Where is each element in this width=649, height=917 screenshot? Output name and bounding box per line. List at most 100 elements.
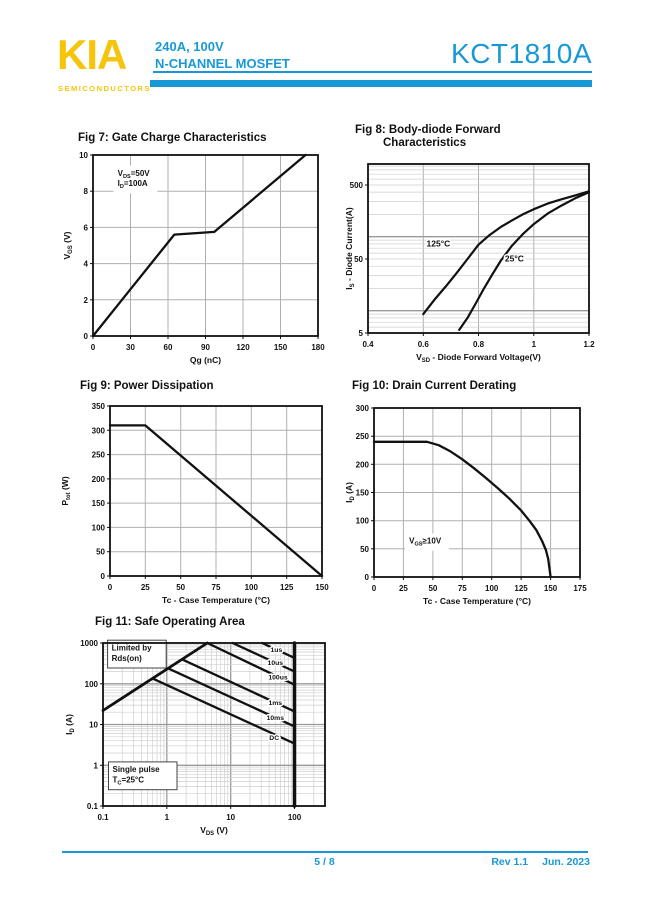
svg-text:VDS (V): VDS (V) bbox=[200, 825, 228, 837]
revision: Rev 1.1 bbox=[491, 856, 529, 868]
svg-text:0: 0 bbox=[108, 583, 113, 592]
svg-text:125: 125 bbox=[280, 583, 294, 592]
svg-text:100: 100 bbox=[356, 517, 370, 526]
fig8-plot: 125°C 25°C 0.4 0.6 0.8 1 1.2 5 50 500 VSD - Diode … bbox=[344, 156, 645, 373]
svg-text:100: 100 bbox=[92, 523, 106, 532]
svg-text:100: 100 bbox=[245, 583, 259, 592]
svg-text:50: 50 bbox=[428, 584, 437, 593]
svg-text:1000: 1000 bbox=[80, 639, 98, 648]
svg-text:0: 0 bbox=[91, 343, 96, 352]
page-number: 5 / 8 bbox=[314, 856, 335, 868]
device-rating: 240A, 100V bbox=[155, 39, 224, 54]
svg-text:100us: 100us bbox=[268, 674, 287, 681]
svg-text:25: 25 bbox=[399, 584, 408, 593]
fig10-title: Fig 10: Drain Current Derating bbox=[352, 380, 517, 392]
svg-text:200: 200 bbox=[92, 475, 106, 484]
svg-text:150: 150 bbox=[315, 583, 329, 592]
svg-text:50: 50 bbox=[354, 255, 363, 264]
svg-text:10: 10 bbox=[79, 152, 88, 160]
svg-text:0.8: 0.8 bbox=[473, 340, 485, 349]
svg-text:100: 100 bbox=[85, 680, 99, 689]
svg-text:300: 300 bbox=[356, 404, 370, 413]
svg-text:6: 6 bbox=[84, 223, 89, 232]
svg-text:10us: 10us bbox=[268, 660, 284, 667]
header-rule-thick bbox=[150, 80, 592, 87]
fig8-title-line2: Characteristics bbox=[383, 137, 467, 149]
svg-text:ID=100A: ID=100A bbox=[118, 179, 148, 190]
svg-text:ID (A): ID (A) bbox=[64, 714, 76, 735]
svg-text:100: 100 bbox=[485, 584, 499, 593]
svg-text:Qg (nC): Qg (nC) bbox=[190, 355, 221, 365]
svg-text:50: 50 bbox=[360, 545, 369, 554]
svg-text:ID (A): ID (A) bbox=[345, 482, 356, 503]
svg-text:0: 0 bbox=[365, 573, 370, 582]
svg-text:1: 1 bbox=[165, 813, 170, 822]
svg-text:Single pulse: Single pulse bbox=[113, 765, 161, 774]
svg-text:0: 0 bbox=[372, 584, 377, 593]
svg-text:0.1: 0.1 bbox=[97, 813, 109, 822]
svg-text:0.1: 0.1 bbox=[87, 802, 99, 811]
fig9-plot: 0 25 50 75 100 125 150 0 50 100 150 200 250 300 350 Tc … bbox=[60, 398, 350, 613]
part-number-title: KCT1810A bbox=[451, 38, 592, 69]
svg-text:0: 0 bbox=[84, 332, 89, 341]
svg-text:0.6: 0.6 bbox=[418, 340, 430, 349]
svg-text:125: 125 bbox=[514, 584, 528, 593]
svg-text:0.4: 0.4 bbox=[362, 340, 374, 349]
svg-text:75: 75 bbox=[212, 583, 221, 592]
svg-text:250: 250 bbox=[356, 432, 370, 441]
svg-text:120: 120 bbox=[236, 343, 250, 352]
svg-text:IS - Diode Current(A): IS - Diode Current(A) bbox=[345, 207, 356, 290]
svg-text:5: 5 bbox=[359, 329, 364, 338]
svg-text:1: 1 bbox=[532, 340, 537, 349]
device-subtitle: 240A, 100V N-CHANNEL MOSFET bbox=[155, 38, 290, 72]
header-rule-thin bbox=[153, 71, 592, 73]
svg-text:2: 2 bbox=[84, 296, 89, 305]
svg-text:Tc - Case Temperature (°C): Tc - Case Temperature (°C) bbox=[423, 596, 531, 606]
fig11-plot: Limited by Rds(on) Single pulse TC=25°C 1us 1… bbox=[60, 634, 350, 845]
fig10-plot: VGS≥10V 0 25 50 75 100 125 150 175 0 50 100 150 200 25… bbox=[344, 398, 645, 615]
svg-text:10ms: 10ms bbox=[267, 715, 285, 722]
svg-text:TC=25°C: TC=25°C bbox=[113, 776, 145, 787]
svg-text:Rds(on): Rds(on) bbox=[112, 654, 143, 663]
fig7-title: Fig 7: Gate Charge Characteristics bbox=[78, 132, 267, 144]
fig10-drain-derating-chart: Fig 10: Drain Current Derating VGS≥10V 0 2… bbox=[344, 380, 645, 608]
svg-text:350: 350 bbox=[92, 402, 106, 411]
fig8-body-diode-chart: Fig 8: Body-diode Forward Characteristic… bbox=[344, 124, 645, 368]
svg-text:500: 500 bbox=[350, 181, 364, 190]
svg-text:300: 300 bbox=[92, 426, 106, 435]
svg-text:200: 200 bbox=[356, 460, 370, 469]
kia-logo-subtext: SEMICONDUCTORS bbox=[58, 84, 151, 93]
svg-text:10: 10 bbox=[89, 721, 98, 730]
fig7-plot: VDS=50V ID=100A 0 30 60 90 120 150 180 0 2 4 6 8 10 Qg … bbox=[60, 151, 340, 373]
svg-text:1us: 1us bbox=[271, 647, 283, 654]
svg-text:VDS=50V: VDS=50V bbox=[118, 169, 151, 180]
svg-text:50: 50 bbox=[176, 583, 185, 592]
svg-text:25: 25 bbox=[141, 583, 150, 592]
device-type: N-CHANNEL MOSFET bbox=[155, 56, 290, 71]
svg-text:90: 90 bbox=[201, 343, 210, 352]
fig9-title: Fig 9: Power Dissipation bbox=[80, 380, 214, 392]
fig7-gate-charge-chart: Fig 7: Gate Charge Characteristics VDS=5… bbox=[60, 132, 340, 372]
svg-text:150: 150 bbox=[274, 343, 288, 352]
svg-text:60: 60 bbox=[164, 343, 173, 352]
fig9-power-dissipation-chart: Fig 9: Power Dissipation 0 25 50 75 100 125 15… bbox=[60, 380, 350, 608]
svg-text:150: 150 bbox=[92, 499, 106, 508]
svg-text:25°C: 25°C bbox=[505, 254, 524, 264]
svg-text:75: 75 bbox=[458, 584, 467, 593]
svg-text:VGS (V): VGS (V) bbox=[62, 231, 74, 259]
svg-text:175: 175 bbox=[573, 584, 587, 593]
svg-text:Ptot (W): Ptot (W) bbox=[60, 476, 72, 505]
svg-text:30: 30 bbox=[126, 343, 135, 352]
svg-text:180: 180 bbox=[311, 343, 325, 352]
svg-text:Tc - Case Temperature (°C): Tc - Case Temperature (°C) bbox=[162, 595, 270, 605]
svg-text:50: 50 bbox=[96, 548, 105, 557]
svg-text:150: 150 bbox=[544, 584, 558, 593]
svg-text:Limited by: Limited by bbox=[112, 644, 153, 653]
fig11-soa-chart: Fig 11: Safe Operating Area Limited by Rd… bbox=[60, 616, 350, 848]
svg-text:10: 10 bbox=[226, 813, 235, 822]
svg-text:1ms: 1ms bbox=[268, 700, 282, 707]
svg-text:1: 1 bbox=[94, 761, 99, 770]
svg-text:1.2: 1.2 bbox=[583, 340, 595, 349]
svg-text:100: 100 bbox=[288, 813, 302, 822]
